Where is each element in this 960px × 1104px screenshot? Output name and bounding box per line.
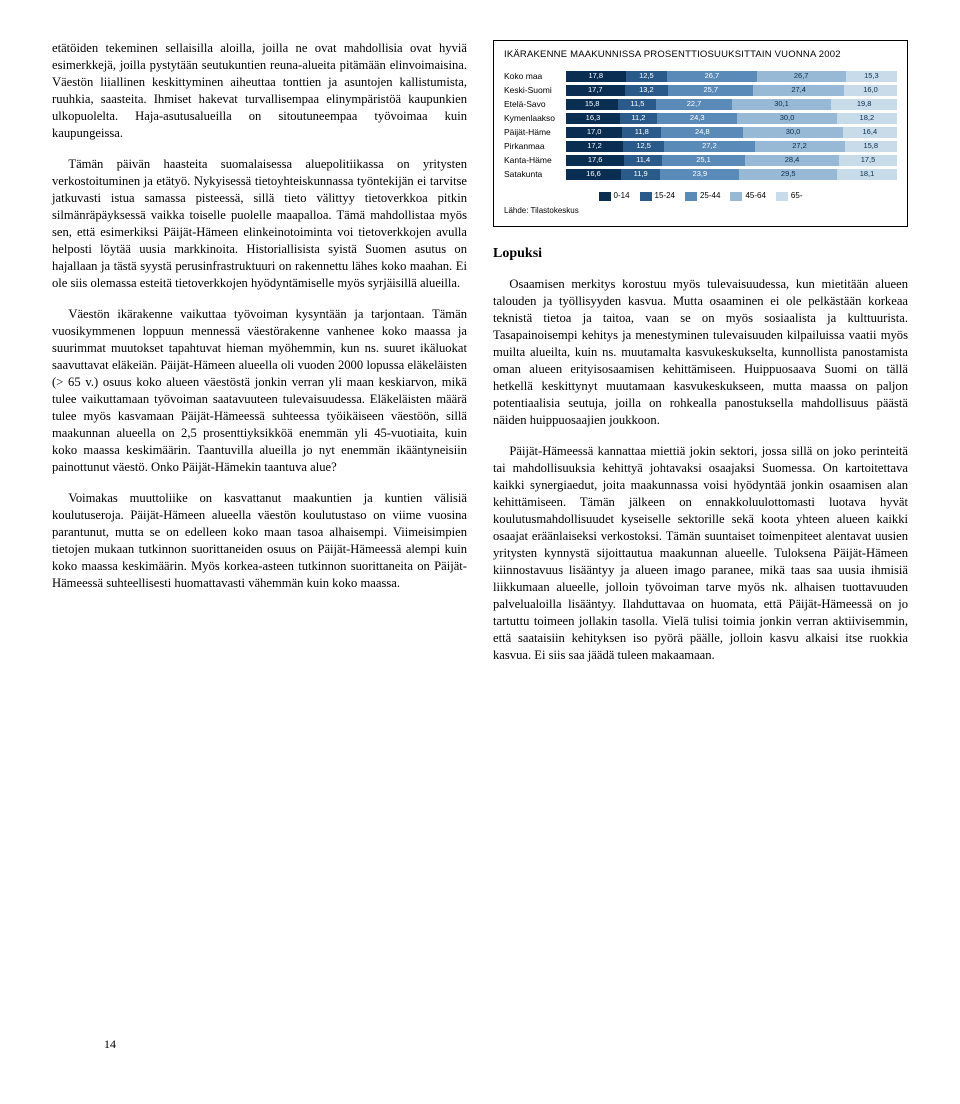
chart-segment: 27,2 xyxy=(664,141,754,152)
chart-segment: 19,8 xyxy=(831,99,897,110)
legend-label: 45-64 xyxy=(745,191,765,202)
chart-segment: 27,2 xyxy=(755,141,845,152)
chart-segment: 29,5 xyxy=(739,169,837,180)
chart-row-bars: 16,311,224,330,018,2 xyxy=(566,113,897,124)
page-number: 14 xyxy=(104,1036,116,1052)
chart-segment: 28,4 xyxy=(745,155,839,166)
chart-segment: 16,0 xyxy=(844,85,897,96)
chart-rows: Koko maa17,812,526,726,715,3Keski-Suomi1… xyxy=(504,70,897,181)
chart-row-label: Kanta-Häme xyxy=(504,155,566,166)
chart-segment: 23,9 xyxy=(660,169,739,180)
chart-segment: 26,7 xyxy=(757,71,846,82)
chart-row-label: Keski-Suomi xyxy=(504,85,566,96)
legend-label: 0-14 xyxy=(614,191,630,202)
chart-segment: 12,5 xyxy=(626,71,668,82)
chart-row-label: Pirkanmaa xyxy=(504,141,566,152)
chart-segment: 30,1 xyxy=(732,99,832,110)
chart-segment: 22,7 xyxy=(656,99,731,110)
legend-item: 25-44 xyxy=(685,191,720,202)
legend-swatch xyxy=(685,192,697,201)
left-p3: Väestön ikärakenne vaikuttaa työvoiman k… xyxy=(52,306,467,476)
chart-segment: 24,8 xyxy=(661,127,743,138)
right-p1: Osaamisen merkitys korostuu myös tulevai… xyxy=(493,276,908,429)
chart-segment: 15,8 xyxy=(845,141,897,152)
chart-segment: 18,1 xyxy=(837,169,897,180)
chart-segment: 27,4 xyxy=(753,85,844,96)
chart-segment: 16,6 xyxy=(566,169,621,180)
chart-legend: 0-14 15-24 25-44 45-64 65- xyxy=(504,191,897,202)
chart-segment: 15,8 xyxy=(566,99,618,110)
chart-row: Kymenlaakso16,311,224,330,018,2 xyxy=(504,112,897,125)
chart-segment: 11,5 xyxy=(618,99,656,110)
chart-segment: 26,7 xyxy=(667,71,756,82)
chart-row: Pirkanmaa17,212,527,227,215,8 xyxy=(504,140,897,153)
chart-segment: 12,5 xyxy=(623,141,664,152)
chart-row-bars: 16,611,923,929,518,1 xyxy=(566,169,897,180)
left-p2: Tämän päivän haasteita suomalaisessa alu… xyxy=(52,156,467,292)
chart-segment: 30,0 xyxy=(743,127,842,138)
right-p2: Päijät-Hämeessä kannattaa miettiä jokin … xyxy=(493,443,908,664)
chart-segment: 18,2 xyxy=(837,113,897,124)
chart-row: Keski-Suomi17,713,225,727,416,0 xyxy=(504,84,897,97)
left-p1: etätöiden tekeminen sellaisilla aloilla,… xyxy=(52,40,467,142)
chart-segment: 24,3 xyxy=(657,113,737,124)
chart-segment: 17,6 xyxy=(566,155,624,166)
legend-swatch xyxy=(640,192,652,201)
chart-segment: 17,2 xyxy=(566,141,623,152)
legend-item: 65- xyxy=(776,191,803,202)
chart-segment: 11,8 xyxy=(622,127,661,138)
legend-item: 15-24 xyxy=(640,191,675,202)
chart-segment: 13,2 xyxy=(625,85,669,96)
chart-segment: 17,8 xyxy=(566,71,626,82)
legend-item: 0-14 xyxy=(599,191,630,202)
chart-segment: 16,3 xyxy=(566,113,620,124)
chart-row-bars: 17,812,526,726,715,3 xyxy=(566,71,897,82)
chart-segment: 25,1 xyxy=(662,155,745,166)
chart-segment: 17,5 xyxy=(839,155,897,166)
chart-row-bars: 17,611,425,128,417,5 xyxy=(566,155,897,166)
chart-source: Lähde: Tilastokeskus xyxy=(504,206,897,217)
legend-label: 15-24 xyxy=(655,191,675,202)
chart-row-bars: 17,011,824,830,016,4 xyxy=(566,127,897,138)
chart-row-label: Etelä-Savo xyxy=(504,99,566,110)
chart-segment: 30,0 xyxy=(737,113,836,124)
legend-swatch xyxy=(776,192,788,201)
chart-row-label: Satakunta xyxy=(504,169,566,180)
chart-row: Päijät-Häme17,011,824,830,016,4 xyxy=(504,126,897,139)
legend-label: 65- xyxy=(791,191,803,202)
chart-segment: 11,2 xyxy=(620,113,657,124)
chart-row: Koko maa17,812,526,726,715,3 xyxy=(504,70,897,83)
chart-row-label: Koko maa xyxy=(504,71,566,82)
left-column: etätöiden tekeminen sellaisilla aloilla,… xyxy=(52,40,467,664)
legend-item: 45-64 xyxy=(730,191,765,202)
chart-row-bars: 17,713,225,727,416,0 xyxy=(566,85,897,96)
chart-row: Etelä-Savo15,811,522,730,119,8 xyxy=(504,98,897,111)
chart-segment: 16,4 xyxy=(843,127,897,138)
chart-segment: 11,9 xyxy=(621,169,660,180)
legend-label: 25-44 xyxy=(700,191,720,202)
section-heading-lopuksi: Lopuksi xyxy=(493,245,908,264)
chart-row: Satakunta16,611,923,929,518,1 xyxy=(504,168,897,181)
right-column: IKÄRAKENNE MAAKUNNISSA PROSENTTIOSUUKSIT… xyxy=(493,40,908,664)
chart-row-label: Päijät-Häme xyxy=(504,127,566,138)
chart-row-label: Kymenlaakso xyxy=(504,113,566,124)
legend-swatch xyxy=(730,192,742,201)
chart-row-bars: 15,811,522,730,119,8 xyxy=(566,99,897,110)
age-structure-chart: IKÄRAKENNE MAAKUNNISSA PROSENTTIOSUUKSIT… xyxy=(493,40,908,227)
legend-swatch xyxy=(599,192,611,201)
chart-row: Kanta-Häme17,611,425,128,417,5 xyxy=(504,154,897,167)
chart-title: IKÄRAKENNE MAAKUNNISSA PROSENTTIOSUUKSIT… xyxy=(504,49,897,62)
chart-segment: 17,0 xyxy=(566,127,622,138)
chart-row-bars: 17,212,527,227,215,8 xyxy=(566,141,897,152)
left-p4: Voimakas muuttoliike on kasvattanut maak… xyxy=(52,490,467,592)
chart-segment: 17,7 xyxy=(566,85,625,96)
chart-segment: 25,7 xyxy=(668,85,753,96)
chart-segment: 15,3 xyxy=(846,71,897,82)
chart-segment: 11,4 xyxy=(624,155,662,166)
